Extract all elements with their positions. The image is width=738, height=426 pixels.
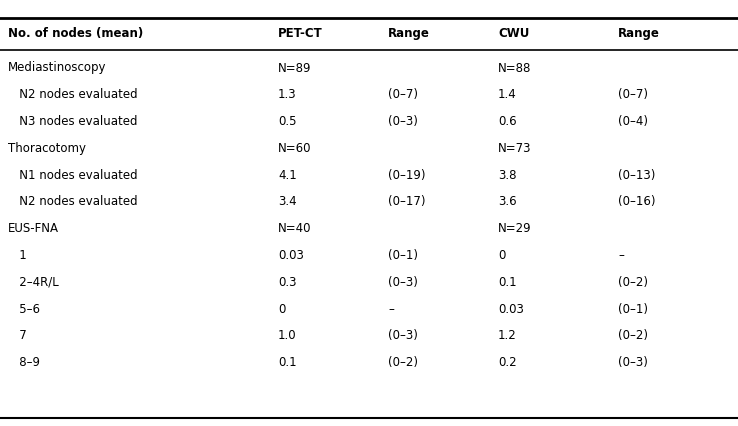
Text: N=60: N=60 (278, 142, 311, 155)
Text: N=89: N=89 (278, 61, 311, 75)
Text: (0–16): (0–16) (618, 196, 655, 208)
Text: 8–9: 8–9 (8, 356, 40, 369)
Text: (0–3): (0–3) (388, 276, 418, 289)
Text: 0.1: 0.1 (498, 276, 517, 289)
Text: 3.8: 3.8 (498, 169, 517, 182)
Text: (0–1): (0–1) (618, 303, 648, 316)
Text: PET-CT: PET-CT (278, 28, 323, 40)
Text: (0–3): (0–3) (388, 115, 418, 128)
Text: 5–6: 5–6 (8, 303, 40, 316)
Text: 1.3: 1.3 (278, 88, 297, 101)
Text: 0.03: 0.03 (498, 303, 524, 316)
Text: 1.4: 1.4 (498, 88, 517, 101)
Text: CWU: CWU (498, 28, 529, 40)
Text: 1: 1 (8, 249, 27, 262)
Text: N3 nodes evaluated: N3 nodes evaluated (8, 115, 137, 128)
Text: N=73: N=73 (498, 142, 531, 155)
Text: N=88: N=88 (498, 61, 531, 75)
Text: (0–17): (0–17) (388, 196, 426, 208)
Text: 4.1: 4.1 (278, 169, 297, 182)
Text: N2 nodes evaluated: N2 nodes evaluated (8, 196, 137, 208)
Text: Mediastinoscopy: Mediastinoscopy (8, 61, 106, 75)
Text: 3.6: 3.6 (498, 196, 517, 208)
Text: 1.0: 1.0 (278, 329, 297, 343)
Text: No. of nodes (mean): No. of nodes (mean) (8, 28, 143, 40)
Text: 2–4R/L: 2–4R/L (8, 276, 59, 289)
Text: 0.5: 0.5 (278, 115, 297, 128)
Text: (0–3): (0–3) (618, 356, 648, 369)
Text: 0.03: 0.03 (278, 249, 304, 262)
Text: (0–3): (0–3) (388, 329, 418, 343)
Text: (0–2): (0–2) (388, 356, 418, 369)
Text: (0–19): (0–19) (388, 169, 426, 182)
Text: (0–1): (0–1) (388, 249, 418, 262)
Text: (0–7): (0–7) (618, 88, 648, 101)
Text: 0: 0 (278, 303, 286, 316)
Text: N=40: N=40 (278, 222, 311, 235)
Text: (0–2): (0–2) (618, 276, 648, 289)
Text: (0–13): (0–13) (618, 169, 655, 182)
Text: (0–2): (0–2) (618, 329, 648, 343)
Text: Thoracotomy: Thoracotomy (8, 142, 86, 155)
Text: Range: Range (388, 28, 430, 40)
Text: N1 nodes evaluated: N1 nodes evaluated (8, 169, 137, 182)
Text: 3.4: 3.4 (278, 196, 297, 208)
Text: 0.1: 0.1 (278, 356, 297, 369)
Text: 0.6: 0.6 (498, 115, 517, 128)
Text: EUS-FNA: EUS-FNA (8, 222, 59, 235)
Text: 0: 0 (498, 249, 506, 262)
Text: 7: 7 (8, 329, 27, 343)
Text: (0–7): (0–7) (388, 88, 418, 101)
Text: N2 nodes evaluated: N2 nodes evaluated (8, 88, 137, 101)
Text: Range: Range (618, 28, 660, 40)
Text: N=29: N=29 (498, 222, 531, 235)
Text: –: – (618, 249, 624, 262)
Text: (0–4): (0–4) (618, 115, 648, 128)
Text: –: – (388, 303, 394, 316)
Text: 0.3: 0.3 (278, 276, 297, 289)
Text: 1.2: 1.2 (498, 329, 517, 343)
Text: 0.2: 0.2 (498, 356, 517, 369)
